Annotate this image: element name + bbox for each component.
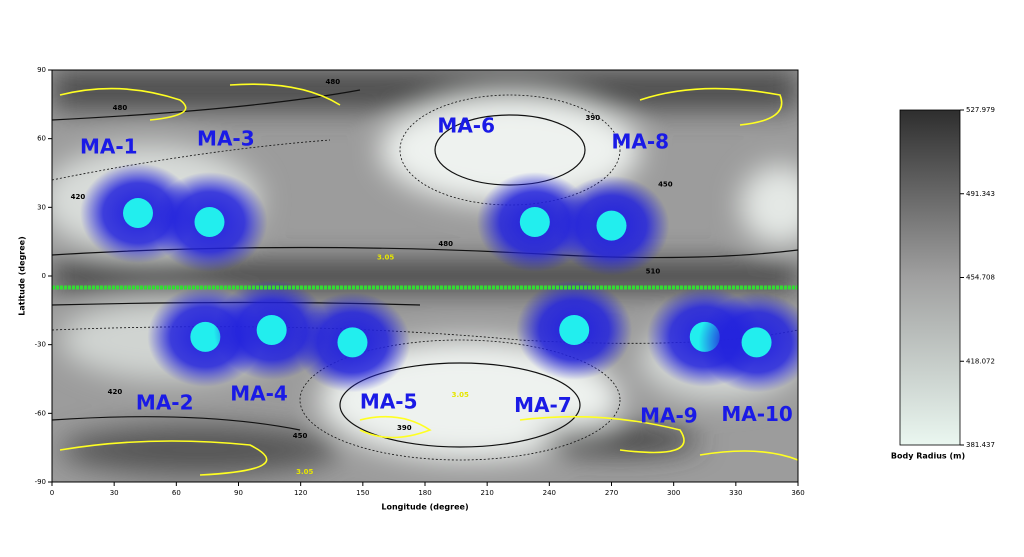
x-tick-label: 360	[791, 489, 804, 497]
contour-label: 510	[646, 267, 661, 275]
colorbar	[899, 109, 961, 446]
contour-label: 480	[113, 104, 128, 112]
plot-frame	[51, 69, 799, 483]
y-axis-label: Latitude (degree)	[18, 236, 27, 316]
x-tick-label: 270	[605, 489, 618, 497]
x-tick-label: 300	[667, 489, 680, 497]
cluster-core	[519, 206, 550, 237]
cluster-core	[122, 198, 153, 229]
region-label: MA-9	[640, 403, 698, 427]
x-tick-label: 180	[418, 489, 431, 497]
colorbar-tick-label: 381.437	[966, 441, 995, 449]
colorbar-tick-label: 454.708	[966, 274, 995, 282]
region-label: MA-1	[80, 134, 138, 158]
x-tick-label: 90	[234, 489, 243, 497]
cluster-core	[190, 321, 221, 352]
y-tick-label: -30	[35, 341, 46, 349]
x-tick-label: 30	[110, 489, 119, 497]
contour-label: 420	[71, 193, 86, 201]
region-label: MA-3	[197, 127, 255, 151]
colorbar-tick-label: 418.072	[966, 357, 995, 365]
region-label: MA-10	[721, 402, 793, 426]
x-tick-label: 120	[294, 489, 307, 497]
x-tick-label: 240	[543, 489, 556, 497]
contour-label: 420	[108, 388, 123, 396]
contour-label: 3.05	[377, 254, 394, 262]
region-label: MA-6	[437, 114, 495, 138]
region-label: MA-4	[230, 382, 288, 406]
colorbar-label: Body Radius (m)	[891, 452, 965, 461]
cluster-core	[194, 206, 225, 237]
x-axis-label: Longitude (degree)	[381, 503, 468, 512]
x-tick-label: 60	[172, 489, 181, 497]
cluster-core	[741, 327, 772, 358]
contour-label: 450	[293, 432, 308, 440]
y-tick-label: -90	[35, 478, 46, 486]
region-label: MA-7	[514, 393, 572, 417]
contour-label: 3.05	[296, 468, 313, 476]
region-label: MA-5	[360, 390, 418, 414]
cluster-core	[256, 315, 287, 346]
map-background	[52, 70, 798, 482]
y-tick-label: 30	[37, 203, 46, 211]
y-tick-label: 0	[42, 272, 46, 280]
y-tick-label: 60	[37, 135, 46, 143]
contour-label: 480	[325, 78, 340, 86]
x-tick-label: 0	[50, 489, 54, 497]
x-tick-label: 330	[729, 489, 742, 497]
colorbar-tick-label: 491.343	[966, 190, 995, 198]
x-tick-label: 150	[356, 489, 369, 497]
region-label: MA-2	[136, 391, 194, 415]
contour-label: 3.05	[452, 391, 469, 399]
x-tick-label: 210	[480, 489, 493, 497]
y-tick-label: 90	[37, 66, 46, 74]
contour-label: 390	[586, 114, 601, 122]
colorbar-tick-label: 527.979	[966, 106, 995, 114]
region-label: MA-8	[612, 130, 670, 154]
cluster-core	[337, 327, 368, 358]
cluster-core	[596, 210, 627, 241]
contour-label: 390	[397, 424, 412, 432]
y-tick-label: -60	[35, 409, 46, 417]
contour-label: 450	[658, 180, 673, 188]
contour-label: 480	[438, 240, 453, 248]
cluster-core	[559, 315, 590, 346]
